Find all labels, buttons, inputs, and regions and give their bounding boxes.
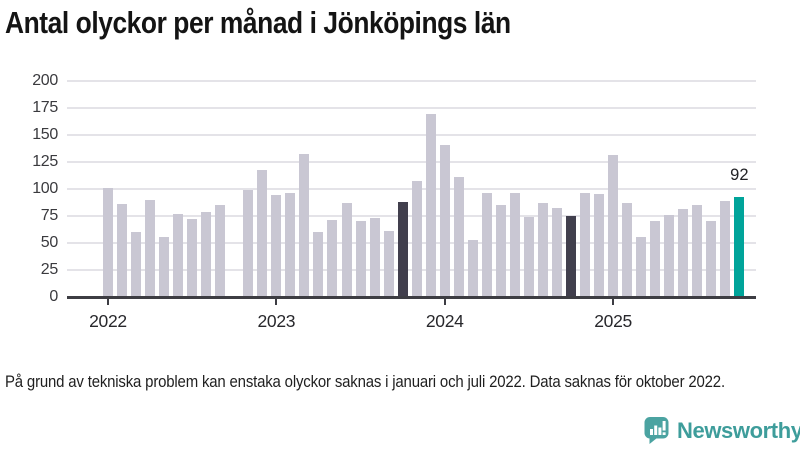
bar-2024-09 (551, 208, 562, 297)
bar-2022-02 (117, 203, 128, 297)
gridline-y-125 (67, 160, 756, 163)
gridline-y-175 (67, 106, 756, 109)
y-axis-label-100: 100 (32, 179, 58, 197)
chart-title: Antal olyckor per månad i Jönköpings län (5, 5, 511, 40)
y-axis-label-25: 25 (40, 260, 59, 278)
bar-2022-05 (159, 237, 170, 297)
y-axis-label-200: 200 (32, 72, 58, 89)
bar-2024-12 (594, 194, 605, 297)
x-axis-label-2022: 2022 (89, 310, 127, 331)
bar-2025-08 (706, 221, 717, 297)
bar-2023-04 (313, 231, 324, 297)
bar-2022-08 (201, 212, 212, 297)
bar-2024-11 (580, 193, 591, 297)
newsworthy-logo-text: Newsworthy (677, 417, 800, 443)
bar-2025-06 (678, 209, 689, 297)
bar-2022-04 (145, 199, 156, 297)
x-axis-tick-2023 (275, 298, 278, 305)
gridline-y-50 (67, 241, 756, 244)
bar-2024-10 (565, 215, 576, 297)
gridline-y-200 (67, 80, 756, 82)
bar-2025-04 (650, 221, 661, 297)
bar-2025-01 (608, 155, 619, 297)
bar-2025-09 (720, 200, 731, 297)
gridline-y-100 (67, 187, 756, 190)
y-axis-label-75: 75 (40, 206, 59, 224)
x-axis-line (67, 295, 756, 299)
y-axis-label-50: 50 (40, 233, 59, 251)
x-axis-tick-2025 (612, 298, 615, 305)
bar-2022-09 (215, 204, 226, 297)
bar-2025-03 (636, 237, 647, 297)
bar-2025-05 (664, 214, 675, 297)
bar-2023-02 (285, 193, 296, 297)
bar-2024-03 (467, 240, 478, 297)
bar-2023-09 (383, 230, 394, 297)
bar-2024-07 (523, 216, 534, 297)
x-axis-label-2024: 2024 (425, 310, 464, 331)
y-axis-label-175: 175 (32, 98, 58, 116)
gridline-y-150 (67, 133, 756, 136)
x-axis-tick-2022 (107, 298, 109, 305)
bar-2023-03 (299, 154, 310, 297)
bar-2022-12 (257, 170, 268, 297)
bar-2023-01 (271, 195, 282, 297)
x-axis-tick-2024 (443, 298, 446, 305)
bar-2023-07 (355, 221, 366, 297)
bar-2023-06 (341, 202, 352, 297)
bar-2024-04 (481, 193, 492, 297)
bar-2022-06 (173, 213, 184, 297)
bar-2025-07 (692, 204, 703, 297)
bar-2025-10 (734, 197, 745, 297)
bar-2022-11 (243, 189, 254, 297)
bar-2024-05 (495, 204, 506, 297)
x-axis-label-2025: 2025 (594, 310, 632, 331)
x-axis-label-2023: 2023 (257, 310, 296, 331)
bar-2022-03 (131, 231, 142, 297)
bar-2022-01 (103, 187, 113, 297)
y-axis-label-0: 0 (49, 287, 58, 305)
bar-2024-02 (453, 176, 464, 297)
bar-2024-06 (509, 193, 520, 297)
chart-footnote: På grund av tekniska problem kan enstaka… (5, 372, 725, 391)
bar-2023-05 (327, 219, 338, 297)
bar-2024-08 (537, 202, 548, 297)
bar-2023-12 (425, 114, 436, 297)
gridline-y-75 (67, 214, 756, 217)
newsworthy-logo: Newsworthy (643, 416, 800, 445)
bar-2023-11 (411, 181, 422, 297)
bar-2024-01 (439, 144, 450, 297)
y-axis-label-125: 125 (32, 152, 58, 170)
bar-value-label-2025-10: 92 (730, 166, 749, 185)
bar-2022-07 (187, 218, 198, 297)
bar-2023-10 (397, 201, 408, 297)
bar-2023-08 (369, 217, 380, 297)
newsworthy-speech-bubble-bar-chart-icon (644, 417, 669, 444)
gridline-y-25 (67, 268, 756, 271)
bar-chart: 0 25 50 75 100 125 150 175 200 92 2022 2023 2024 2025 (32, 72, 756, 331)
y-axis-label-150: 150 (32, 125, 58, 143)
bar-2025-02 (622, 202, 633, 297)
